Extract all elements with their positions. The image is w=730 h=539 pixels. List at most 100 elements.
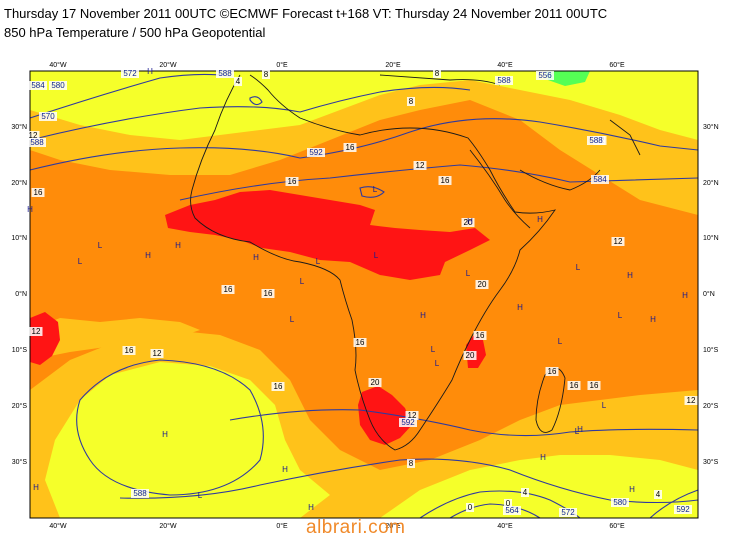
temperature-label-box bbox=[413, 161, 427, 170]
temperature-label-box bbox=[261, 289, 275, 298]
latitude-label: 20°S bbox=[703, 402, 719, 410]
temperature-label: 12 bbox=[614, 237, 623, 246]
low-pressure-marker: L bbox=[466, 269, 471, 278]
longitude-label: 60°E bbox=[609, 61, 625, 69]
temperature-contour-labels: 16 16 12 16 12 16 20 20 16 16 16 12 12 16 20 16 20 16 16 16… bbox=[26, 69, 698, 512]
geopotential-label: 570 bbox=[41, 112, 55, 121]
forecast-title: Thursday 17 November 2011 00UTC ©ECMWF F… bbox=[4, 6, 608, 21]
longitude-label: 20°E bbox=[385, 61, 401, 69]
longitude-label: 40°E bbox=[497, 522, 513, 530]
latitude-label: 10°N bbox=[703, 234, 719, 242]
high-pressure-marker: H bbox=[540, 453, 546, 462]
geopotential-label-box bbox=[591, 175, 609, 184]
high-pressure-marker: H bbox=[282, 465, 288, 474]
temperature-label: 0 bbox=[468, 503, 473, 512]
geopotential-label: 556 bbox=[538, 71, 552, 80]
high-pressure-marker: H bbox=[629, 485, 635, 494]
high-pressure-marker: H bbox=[175, 241, 181, 250]
temperature-label-box bbox=[684, 396, 698, 405]
high-pressure-marker: H bbox=[577, 425, 583, 434]
temp-patch-green bbox=[545, 71, 590, 86]
temperature-label: 12 bbox=[153, 349, 162, 358]
longitude-label: 0°E bbox=[276, 522, 288, 530]
low-pressure-marker: L bbox=[98, 241, 103, 250]
geopotential-label-box bbox=[503, 506, 521, 515]
temperature-label: 16 bbox=[264, 289, 273, 298]
geopotential-label: 580 bbox=[613, 498, 627, 507]
geopotential-label-box bbox=[559, 508, 577, 517]
geopotential-label-box bbox=[399, 418, 417, 427]
high-pressure-marker: H bbox=[253, 253, 259, 262]
temperature-label: 20 bbox=[478, 280, 487, 289]
temperature-label: 16 bbox=[548, 367, 557, 376]
latitude-labels-left: 30°N 20°N 10°N 0°N 10°S 20°S 30°S bbox=[11, 123, 27, 466]
temperature-label-box bbox=[433, 69, 441, 78]
watermark: albrari.com bbox=[306, 517, 406, 538]
temperature-label: 4 bbox=[236, 77, 241, 86]
longitude-label: 40°W bbox=[49, 61, 67, 69]
temperature-label-box bbox=[567, 381, 581, 390]
temperature-label-box bbox=[407, 459, 415, 468]
geopotential-label: 592 bbox=[676, 505, 690, 514]
low-pressure-marker: L bbox=[602, 401, 607, 410]
high-pressure-marker: H bbox=[627, 271, 633, 280]
temperature-label-box bbox=[26, 131, 40, 140]
temperature-label: 4 bbox=[656, 490, 661, 499]
map-frame bbox=[29, 70, 699, 519]
high-pressure-marker: H bbox=[682, 291, 688, 300]
temperature-label-box bbox=[343, 143, 357, 152]
geopotential-label: 584 bbox=[593, 175, 607, 184]
temperature-label-box bbox=[122, 346, 136, 355]
longitude-label: 60°E bbox=[609, 522, 625, 530]
temperature-label-box bbox=[545, 367, 559, 376]
geopotential-label-box bbox=[587, 136, 605, 145]
temperature-label: 12 bbox=[687, 396, 696, 405]
temperature-label: 8 bbox=[435, 69, 440, 78]
temperature-label: 16 bbox=[288, 177, 297, 186]
temperature-label-box bbox=[368, 378, 382, 387]
high-pressure-marker: H bbox=[145, 251, 151, 260]
geopotential-label: 588 bbox=[30, 138, 44, 147]
low-pressure-marker: L bbox=[576, 263, 581, 272]
longitude-labels-bottom: 40°W 20°W 0°E 20°E 40°E 60°E bbox=[49, 522, 625, 530]
geopotential-label: 564 bbox=[505, 506, 519, 515]
high-pressure-marker: H bbox=[467, 217, 473, 226]
temperature-label: 4 bbox=[523, 488, 528, 497]
latitude-label: 10°S bbox=[12, 346, 28, 354]
low-pressure-marker: L bbox=[316, 257, 321, 266]
low-pressure-marker: L bbox=[290, 315, 295, 324]
temperature-label-box bbox=[285, 177, 299, 186]
geopotential-label: 580 bbox=[51, 81, 65, 90]
temperature-label-box bbox=[587, 381, 601, 390]
geopotential-label: 588 bbox=[133, 489, 147, 498]
geopotential-label: 572 bbox=[561, 508, 575, 517]
temperature-label-box bbox=[461, 218, 475, 227]
temperature-label-box bbox=[654, 490, 662, 499]
temperature-label-box bbox=[407, 97, 415, 106]
geopotential-label: 584 bbox=[31, 81, 45, 90]
latitude-label: 20°S bbox=[12, 402, 28, 410]
latitude-label: 10°N bbox=[11, 234, 27, 242]
longitude-labels-top: 40°W 20°W 0°E 20°E 40°E 60°E bbox=[49, 61, 625, 69]
longitude-label: 0°E bbox=[276, 61, 288, 69]
temperature-label-box bbox=[521, 488, 529, 497]
low-pressure-marker: L bbox=[373, 185, 378, 194]
latitude-label: 30°S bbox=[12, 458, 28, 466]
temperature-label-box bbox=[31, 188, 45, 197]
temperature-label-box bbox=[234, 77, 242, 86]
geopotential-label: 592 bbox=[309, 148, 323, 157]
temperature-label-box bbox=[611, 237, 625, 246]
temperature-label: 12 bbox=[29, 131, 38, 140]
geopotential-label-box bbox=[29, 81, 47, 90]
temp-patch-light-orange-west bbox=[30, 318, 200, 360]
geopotential-label: 572 bbox=[123, 69, 137, 78]
latitude-label: 10°S bbox=[703, 346, 719, 354]
temperature-label: 16 bbox=[590, 381, 599, 390]
low-pressure-marker: L bbox=[300, 277, 305, 286]
temp-band-yellow-southwest bbox=[45, 362, 330, 518]
temperature-label: 16 bbox=[441, 176, 450, 185]
temperature-label: 8 bbox=[409, 97, 414, 106]
temperature-label-box bbox=[150, 349, 164, 358]
latitude-label: 0°N bbox=[703, 290, 715, 298]
